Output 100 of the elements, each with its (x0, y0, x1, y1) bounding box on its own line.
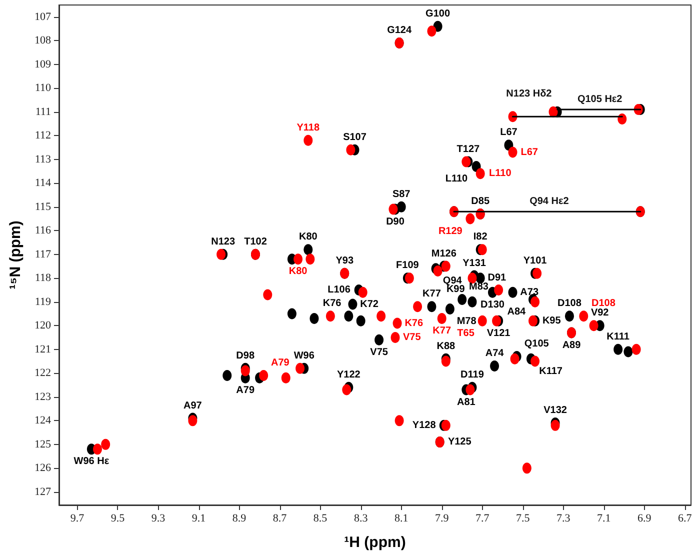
annotation: N123 Hδ2 (506, 88, 552, 100)
data-label: Y93 (336, 255, 354, 266)
data-label: N123 (211, 236, 236, 248)
data-label: L110 (445, 174, 468, 185)
data-label: D91 (488, 272, 507, 284)
data-label: K77 (422, 288, 442, 300)
y-tick-label: 113 (34, 153, 52, 166)
data-label: Y128 (412, 420, 436, 431)
y-tick-label: 112 (34, 130, 51, 142)
y-axis-title: ¹⁵N (ppm) (7, 220, 24, 290)
x-tick-label: 8.5 (313, 512, 328, 524)
data-label: A97 (184, 400, 202, 412)
x-tick-label: 9.3 (151, 512, 166, 524)
data-label: S87 (392, 188, 411, 200)
data-label: A79 (236, 384, 255, 396)
data-label: K95 (542, 315, 562, 326)
data-label: L106 (328, 284, 351, 296)
y-tick-label: 122 (34, 367, 51, 380)
data-label: Y125 (448, 436, 472, 448)
data-label: I82 (473, 232, 488, 243)
data-label: Y131 (462, 258, 486, 269)
x-tick-label: 8.3 (354, 512, 368, 524)
x-tick-label: 8.1 (394, 512, 408, 524)
data-label: G100 (426, 8, 450, 20)
x-tick-label: 9.7 (70, 512, 85, 524)
data-label: V121 (486, 328, 511, 339)
data-label: F109 (396, 260, 420, 272)
data-label: K88 (436, 340, 456, 352)
data-label: W96 Hε (74, 456, 110, 468)
data-label: G124 (387, 25, 412, 36)
y-tick-label: 127 (34, 486, 52, 498)
data-label: Y101 (523, 255, 548, 266)
y-tick-label: 123 (34, 390, 52, 403)
y-tick-label: 111 (35, 106, 51, 118)
data-label: V132 (544, 405, 568, 416)
y-tick-label: 126 (34, 462, 52, 474)
x-axis-title: ¹H (ppm) (344, 534, 406, 551)
data-label: A84 (507, 306, 526, 318)
data-label: A79 (271, 358, 290, 369)
data-label: A73 (520, 286, 539, 298)
x-tick-label: 6.7 (678, 512, 692, 524)
data-label: D108 (591, 298, 616, 310)
data-label: V92 (590, 308, 610, 319)
data-label: S107 (343, 132, 367, 143)
y-tick-label: 125 (34, 438, 52, 450)
data-label: K76 (404, 318, 424, 329)
data-label: T127 (456, 144, 480, 155)
data-label: D98 (236, 350, 255, 362)
data-label: R129 (438, 226, 463, 237)
x-tick-label: 8.9 (232, 512, 247, 524)
y-tick-label: 120 (34, 320, 52, 332)
data-label: A89 (562, 340, 582, 351)
data-label: Q105 (524, 338, 550, 350)
data-label: K76 (322, 298, 342, 310)
y-tick-label: 124 (34, 414, 52, 427)
data-label: L67 (500, 127, 518, 138)
annotation: Q94 Hε2 (530, 196, 570, 208)
data-label: K99 (446, 284, 466, 295)
y-tick-label: 121 (34, 343, 51, 356)
x-tick-label: 9.1 (192, 512, 206, 524)
data-label: V75 (402, 332, 422, 344)
y-tick-label: 119 (34, 296, 52, 308)
x-tick-label: 7.3 (556, 512, 571, 524)
y-tick-label: 114 (34, 177, 52, 190)
y-tick-label: 108 (34, 34, 52, 47)
x-tick-label: 7.1 (597, 512, 611, 524)
data-label: L110 (489, 168, 512, 180)
data-label: T65 (457, 328, 475, 339)
data-label: Y118 (296, 122, 320, 134)
data-label: A81 (456, 396, 476, 408)
y-tick-label: 110 (34, 82, 52, 94)
data-label: Y122 (336, 369, 361, 380)
y-tick-label: 118 (34, 272, 52, 284)
data-label: D119 (460, 369, 484, 380)
x-tick-label: 7.7 (475, 512, 490, 524)
data-label: D85 (471, 196, 490, 208)
data-label: K117 (539, 366, 563, 377)
x-tick-label: 8.7 (272, 512, 288, 524)
data-label: K77 (432, 326, 452, 337)
data-label: D130 (480, 299, 505, 310)
data-label: K80 (298, 232, 318, 243)
data-label: K72 (360, 298, 379, 310)
x-tick-label: 7.9 (434, 512, 450, 524)
y-tick-label: 107 (34, 10, 52, 23)
data-label: M126 (431, 248, 457, 260)
data-label: A74 (485, 348, 504, 360)
data-label: M78 (456, 316, 477, 328)
x-tick-label: 7.5 (516, 512, 530, 524)
data-label: K111 (606, 331, 630, 342)
y-tick-label: 115 (34, 200, 52, 213)
y-tick-label: 109 (34, 58, 52, 70)
data-label: M83 (468, 282, 489, 293)
data-label: D108 (558, 298, 582, 310)
data-label: K80 (288, 266, 308, 278)
x-tick-label: 9.5 (110, 512, 126, 524)
y-tick-label: 116 (34, 224, 52, 237)
data-label: W96 (294, 350, 315, 362)
annotation: Q105 Hε2 (577, 94, 623, 106)
data-label: V75 (370, 346, 388, 358)
data-label: L67 (520, 146, 538, 158)
